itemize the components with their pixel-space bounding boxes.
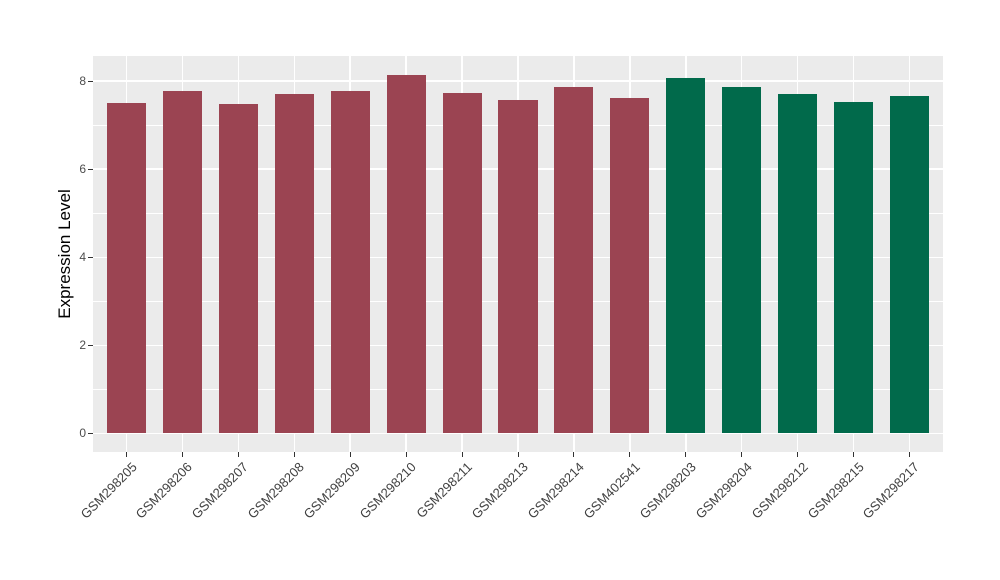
x-tick-label: GSM402541 bbox=[580, 459, 643, 522]
x-tick-label: GSM298205 bbox=[77, 459, 140, 522]
plot-panel bbox=[93, 56, 943, 452]
x-tick-mark bbox=[517, 452, 519, 457]
x-tick-mark bbox=[405, 452, 407, 457]
y-tick-label: 4 bbox=[79, 250, 86, 265]
x-tick-mark bbox=[461, 452, 463, 457]
x-tick-label: GSM298213 bbox=[468, 459, 531, 522]
bar-GSM298205 bbox=[106, 103, 147, 434]
y-tick-mark bbox=[88, 80, 93, 82]
x-tick-mark bbox=[126, 452, 128, 457]
x-tick-label: GSM298217 bbox=[860, 459, 923, 522]
x-tick-label: GSM298209 bbox=[300, 459, 364, 522]
bar-GSM298213 bbox=[498, 100, 538, 434]
bar-GSM298206 bbox=[162, 90, 203, 434]
x-tick-label: GSM298214 bbox=[524, 459, 587, 522]
y-tick-mark bbox=[88, 256, 93, 258]
bar-GSM298210 bbox=[386, 75, 426, 434]
x-tick-mark bbox=[853, 452, 855, 457]
x-tick-label: GSM298211 bbox=[413, 459, 475, 521]
x-tick-mark bbox=[181, 452, 183, 457]
x-tick-mark bbox=[908, 452, 910, 457]
x-tick-label: GSM298204 bbox=[692, 459, 755, 522]
y-tick-mark bbox=[88, 432, 93, 434]
x-tick-mark bbox=[741, 452, 743, 457]
x-tick-mark bbox=[573, 452, 575, 457]
x-tick-label: GSM298210 bbox=[356, 459, 420, 522]
y-tick-mark bbox=[88, 168, 93, 170]
bar-GSM298208 bbox=[274, 94, 314, 434]
x-tick-mark bbox=[349, 452, 351, 457]
y-tick-label: 2 bbox=[79, 338, 86, 353]
bar-GSM402541 bbox=[610, 98, 650, 434]
bar-GSM298215 bbox=[833, 101, 874, 434]
bar-GSM298204 bbox=[722, 86, 762, 434]
y-tick-label: 0 bbox=[79, 426, 86, 441]
x-tick-mark bbox=[797, 452, 799, 457]
x-tick-label: GSM298207 bbox=[189, 459, 252, 522]
bar-GSM298207 bbox=[218, 103, 258, 434]
bar-GSM298211 bbox=[442, 92, 482, 434]
bar-GSM298214 bbox=[554, 87, 594, 434]
y-tick-label: 8 bbox=[79, 74, 86, 89]
x-tick-mark bbox=[293, 452, 295, 457]
x-tick-label: GSM298212 bbox=[748, 459, 811, 522]
x-tick-label: GSM298206 bbox=[133, 459, 196, 522]
x-tick-mark bbox=[685, 452, 687, 457]
x-tick-mark bbox=[237, 452, 239, 457]
bar-GSM298217 bbox=[889, 95, 930, 434]
x-tick-label: GSM298203 bbox=[636, 459, 699, 522]
bar-GSM298212 bbox=[778, 93, 818, 434]
y-tick-mark bbox=[88, 344, 93, 346]
y-tick-label: 6 bbox=[79, 162, 86, 177]
bar-GSM298209 bbox=[330, 91, 370, 434]
x-tick-label: GSM298208 bbox=[244, 459, 308, 522]
x-tick-label: GSM298215 bbox=[804, 459, 867, 522]
bar-GSM298203 bbox=[666, 78, 706, 434]
x-tick-mark bbox=[629, 452, 631, 457]
